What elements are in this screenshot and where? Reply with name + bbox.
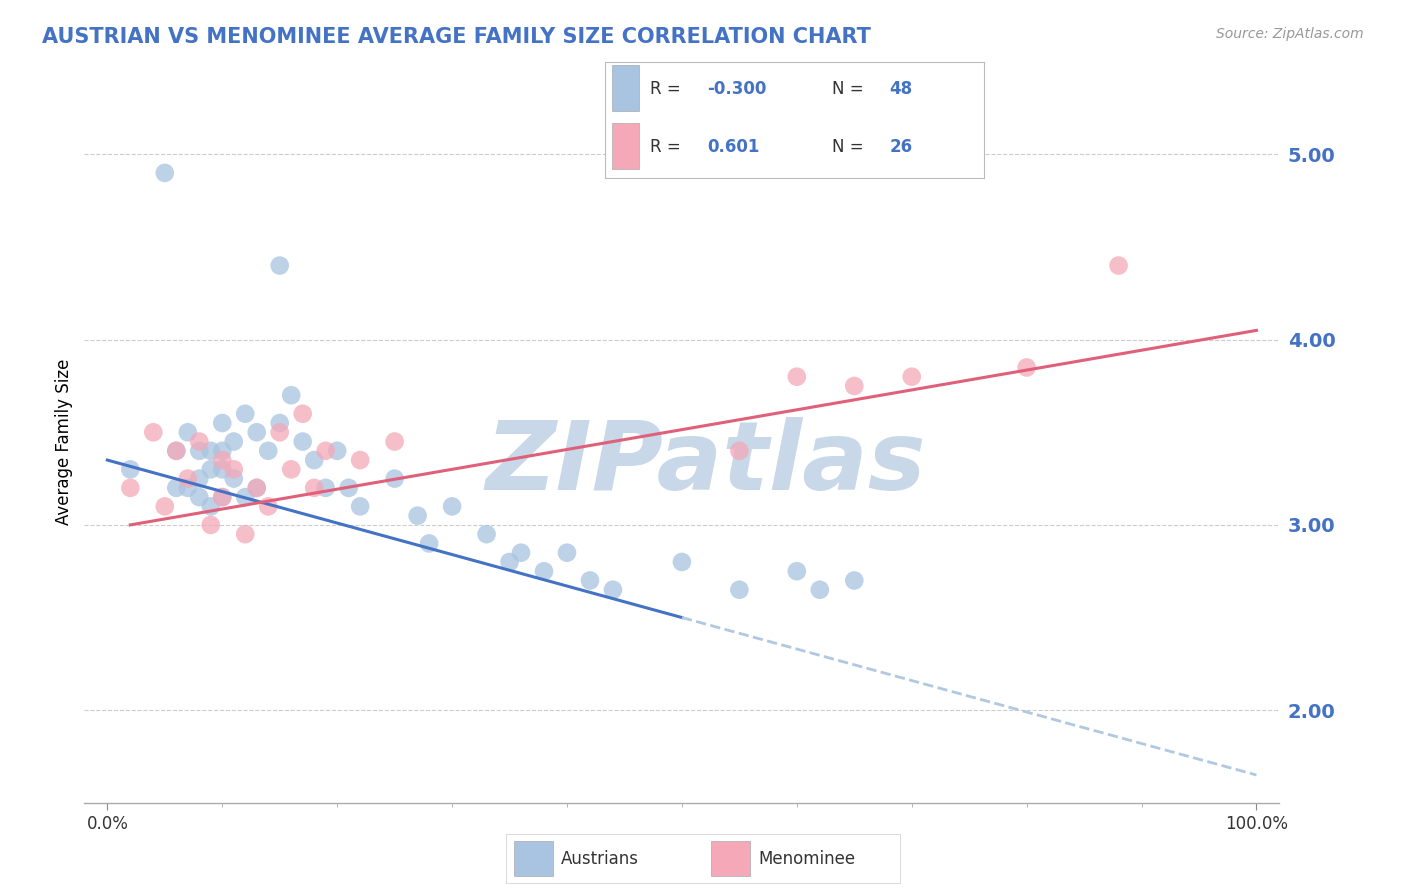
Point	[257, 500, 280, 514]
Point	[533, 564, 555, 578]
Point	[315, 443, 337, 458]
Bar	[515, 841, 554, 876]
Point	[188, 472, 211, 486]
Point	[269, 259, 291, 273]
Point	[844, 379, 866, 393]
Text: AUSTRIAN VS MENOMINEE AVERAGE FAMILY SIZE CORRELATION CHART: AUSTRIAN VS MENOMINEE AVERAGE FAMILY SIZ…	[42, 27, 872, 46]
Point	[302, 453, 325, 467]
Point	[211, 453, 233, 467]
Text: Austrians: Austrians	[561, 849, 640, 868]
Point	[291, 407, 314, 421]
Point	[315, 481, 337, 495]
Point	[844, 574, 866, 588]
Point	[211, 416, 233, 430]
Point	[1108, 259, 1130, 273]
Point	[222, 434, 245, 449]
Point	[291, 434, 314, 449]
Point	[302, 481, 325, 495]
Point	[177, 472, 200, 486]
Point	[177, 481, 200, 495]
Bar	[612, 123, 638, 169]
Point	[188, 434, 211, 449]
Point	[579, 574, 602, 588]
Point	[200, 462, 222, 476]
Point	[165, 443, 187, 458]
Text: ZIPatlas: ZIPatlas	[485, 417, 927, 509]
Point	[165, 443, 187, 458]
Point	[165, 481, 187, 495]
Point	[498, 555, 520, 569]
Point	[200, 517, 222, 532]
Text: R =: R =	[650, 138, 681, 156]
Point	[602, 582, 624, 597]
Point	[211, 462, 233, 476]
Text: R =: R =	[650, 80, 681, 98]
Point	[280, 462, 302, 476]
Point	[188, 490, 211, 504]
Point	[257, 443, 280, 458]
Point	[233, 490, 256, 504]
Point	[280, 388, 302, 402]
Point	[233, 527, 256, 541]
Point	[188, 443, 211, 458]
Point	[406, 508, 429, 523]
Point	[269, 425, 291, 440]
Text: Source: ZipAtlas.com: Source: ZipAtlas.com	[1216, 27, 1364, 41]
Point	[337, 481, 360, 495]
Point	[326, 443, 349, 458]
Point	[246, 425, 269, 440]
Point	[349, 500, 371, 514]
Point	[384, 434, 406, 449]
Point	[246, 481, 269, 495]
Point	[211, 490, 233, 504]
Point	[211, 443, 233, 458]
Point	[441, 500, 464, 514]
Text: 48: 48	[889, 80, 912, 98]
Point	[200, 500, 222, 514]
Point	[671, 555, 693, 569]
Point	[510, 546, 533, 560]
Text: Menominee: Menominee	[758, 849, 855, 868]
Text: N =: N =	[832, 138, 863, 156]
Point	[222, 472, 245, 486]
Bar	[711, 841, 751, 876]
Point	[384, 472, 406, 486]
Point	[269, 416, 291, 430]
Point	[222, 462, 245, 476]
Point	[786, 369, 808, 384]
Point	[475, 527, 498, 541]
Point	[200, 443, 222, 458]
Point	[1015, 360, 1038, 375]
Point	[246, 481, 269, 495]
Point	[349, 453, 371, 467]
Point	[233, 407, 256, 421]
Point	[120, 462, 142, 476]
Text: N =: N =	[832, 80, 863, 98]
Point	[808, 582, 831, 597]
Point	[418, 536, 440, 550]
Text: 26: 26	[889, 138, 912, 156]
Y-axis label: Average Family Size: Average Family Size	[55, 359, 73, 524]
Point	[728, 443, 751, 458]
Point	[153, 166, 176, 180]
Bar	[612, 65, 638, 112]
Point	[153, 500, 176, 514]
Point	[900, 369, 922, 384]
Text: -0.300: -0.300	[707, 80, 766, 98]
Point	[120, 481, 142, 495]
Point	[177, 425, 200, 440]
Point	[142, 425, 165, 440]
Point	[211, 490, 233, 504]
Point	[555, 546, 578, 560]
Point	[786, 564, 808, 578]
Point	[728, 582, 751, 597]
Text: 0.601: 0.601	[707, 138, 759, 156]
